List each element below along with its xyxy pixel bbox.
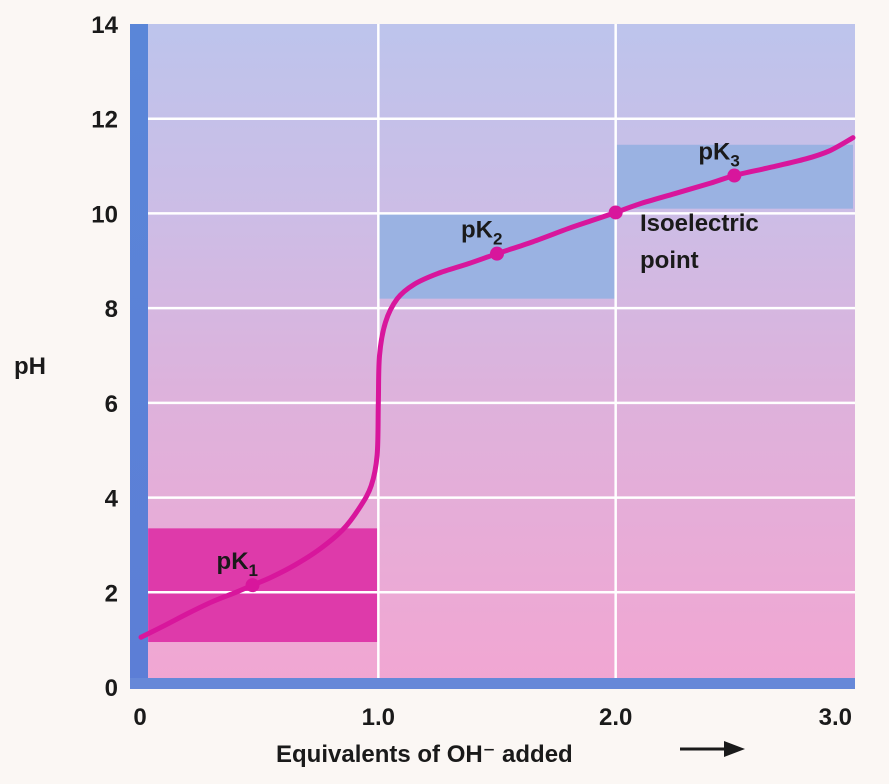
y-tick-label: 12 <box>91 107 118 134</box>
y-tick-label: 10 <box>91 201 118 228</box>
bottom-axis-strip <box>130 678 855 689</box>
y-tick-label: 14 <box>91 12 118 39</box>
x-tick-label: 0 <box>133 704 146 731</box>
x-tick-label: 1.0 <box>362 704 395 731</box>
y-tick-label: 6 <box>105 391 118 418</box>
y-tick-label: 2 <box>105 580 118 607</box>
pk-point-2 <box>490 246 504 261</box>
y-axis-label: pH <box>14 353 46 380</box>
isoelectric-label-line2: point <box>640 247 699 274</box>
y-tick-label: 0 <box>105 675 118 702</box>
x-tick-label: 3.0 <box>819 704 852 731</box>
buffer-region-1 <box>148 528 379 643</box>
pk-point-1 <box>245 578 260 593</box>
x-axis-arrow <box>680 741 745 757</box>
isoelectric-point-marker <box>608 205 623 220</box>
left-axis-strip <box>130 24 148 689</box>
isoelectric-label-line1: Isoelectric <box>640 210 759 237</box>
pk-label-1: pK1 <box>217 548 258 580</box>
pk-point-3 <box>727 168 742 183</box>
x-tick-label: 2.0 <box>599 704 632 731</box>
x-axis-label: Equivalents of OH⁻ added <box>276 741 573 768</box>
y-tick-label: 4 <box>105 486 119 513</box>
y-tick-label: 8 <box>105 296 118 323</box>
